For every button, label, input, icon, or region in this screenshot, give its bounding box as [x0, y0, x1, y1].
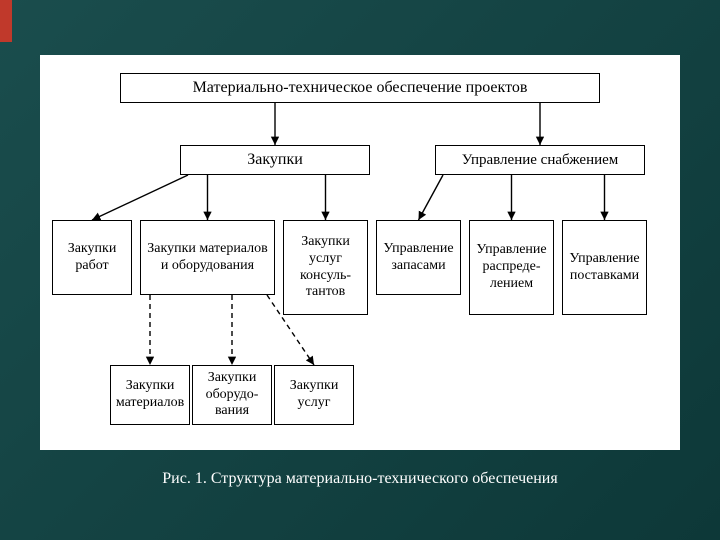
accent-bar — [0, 0, 12, 42]
node-root: Материально-техническое обеспечение прое… — [120, 73, 600, 103]
node-z2: Закупки материалов и оборудования — [140, 220, 275, 295]
node-s1: Закупки матери­алов — [110, 365, 190, 425]
node-z3: Закупки услуг консуль­тантов — [283, 220, 368, 315]
node-upr: Управление снабжением — [435, 145, 645, 175]
diagram-panel: Материально-техническое обеспечение прое… — [40, 55, 680, 450]
node-u1: Управ­ление запасами — [376, 220, 461, 295]
node-s2: Закупки оборудо­вания — [192, 365, 272, 425]
figure-caption: Рис. 1. Структура материально-техническо… — [0, 470, 720, 488]
node-zak: Закупки — [180, 145, 370, 175]
node-s3: Закупки услуг — [274, 365, 354, 425]
node-u2: Управ­ление распреде­лением — [469, 220, 554, 315]
node-u3: Управ­ление постав­ками — [562, 220, 647, 315]
node-z1: Закупки работ — [52, 220, 132, 295]
